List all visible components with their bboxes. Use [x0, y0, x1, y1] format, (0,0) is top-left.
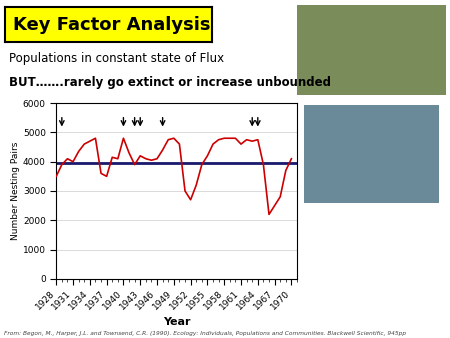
X-axis label: Year: Year: [163, 317, 190, 328]
Text: From: Begon, M., Harper, J.L. and Townsend, C.R. (1990). Ecology: Individuals, P: From: Begon, M., Harper, J.L. and Townse…: [4, 331, 407, 336]
Y-axis label: Number Nesting Pairs: Number Nesting Pairs: [11, 142, 20, 240]
Text: Populations in constant state of Flux: Populations in constant state of Flux: [9, 52, 224, 65]
Text: Key Factor Analysis: Key Factor Analysis: [13, 16, 210, 33]
Text: BUT…….rarely go extinct or increase unbounded: BUT…….rarely go extinct or increase unbo…: [9, 76, 331, 89]
